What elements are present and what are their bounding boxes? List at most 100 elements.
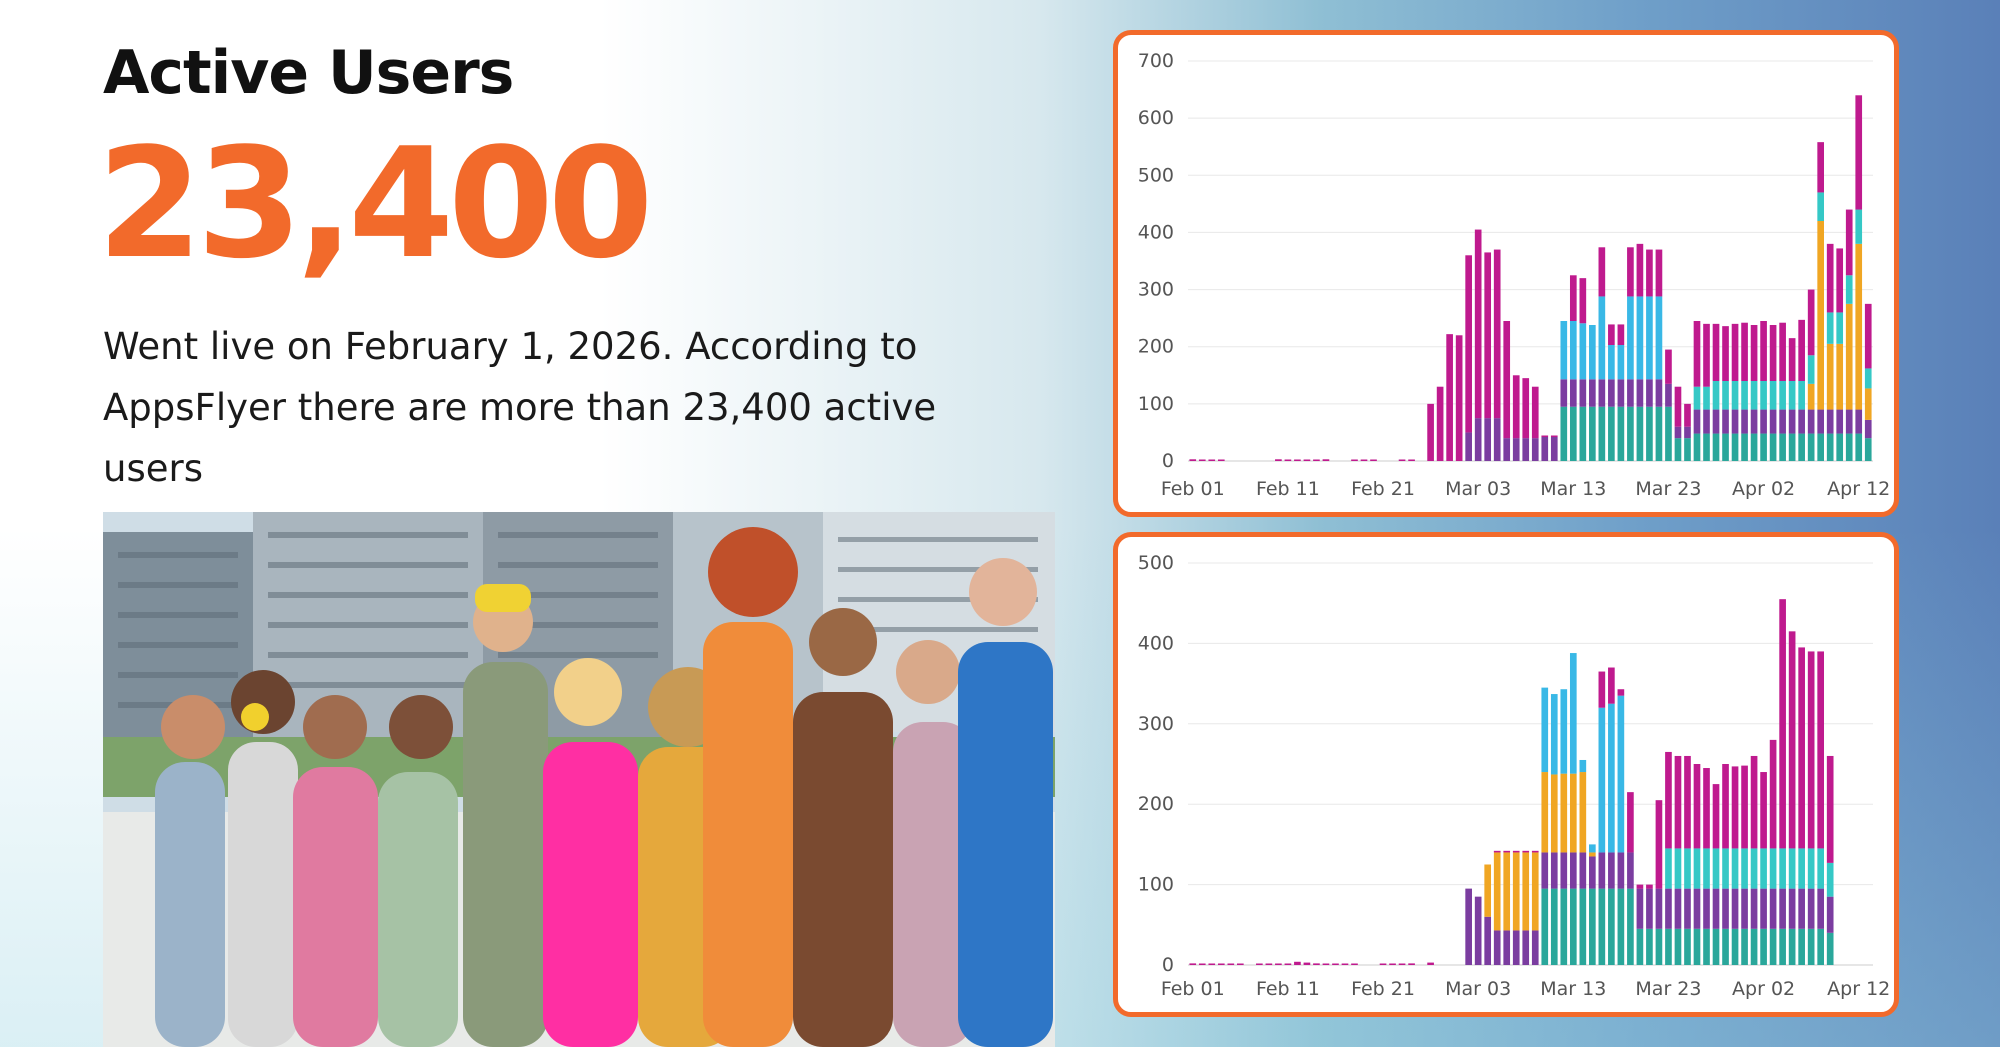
bar-segment [1560, 852, 1568, 889]
bar-segment [1826, 755, 1834, 863]
bar-segment [1826, 862, 1834, 897]
bar-segment [1627, 792, 1634, 853]
bar-segment [1741, 848, 1748, 889]
bar-segment [1427, 403, 1434, 461]
bar-segment [1807, 928, 1815, 965]
active-users-chart-top: 0 100 200 300 400 500 600 700 Feb 01 Feb 11 Feb 21… [1113, 30, 1899, 517]
bar-segment [1522, 438, 1530, 461]
y-tick-label: 300 [1138, 279, 1174, 301]
bar-segment [1836, 312, 1844, 344]
bar-segment [1741, 322, 1748, 381]
bar-segment [1684, 928, 1691, 965]
bar-segment [1760, 321, 1767, 381]
bar-segment [1617, 695, 1625, 853]
bar-segment [1836, 343, 1844, 410]
bar-segment [1646, 406, 1653, 461]
bar-segment [1341, 963, 1349, 965]
bar-segment [1788, 381, 1796, 410]
bar-segment [1465, 255, 1472, 433]
bar-segment [1817, 221, 1824, 410]
bar-segment [1817, 928, 1824, 965]
bar-segment [1674, 928, 1682, 965]
bar-segment [1655, 379, 1663, 407]
bar-segment [1550, 694, 1558, 775]
x-tick-label: Apr 12 [1827, 478, 1890, 500]
bar-segment [1617, 888, 1625, 965]
bar-segment [1284, 963, 1292, 965]
bar-segment [1836, 433, 1844, 461]
bar-segment [1217, 459, 1225, 461]
bar-segment [1760, 848, 1767, 889]
bar-segment [1589, 406, 1596, 461]
bar-segment [1608, 406, 1615, 461]
bar-segment [1731, 928, 1739, 965]
bar-segment [1617, 406, 1625, 461]
bar-segment [1655, 800, 1663, 889]
bar-segment [1807, 289, 1815, 356]
bar-segment [1817, 888, 1824, 929]
bar-segment [1550, 774, 1558, 853]
bar-segment [1598, 707, 1606, 853]
bar-segment [1189, 963, 1197, 965]
y-tick-label: 600 [1138, 107, 1174, 129]
bar-segment [1788, 433, 1796, 461]
bar-segment [1722, 409, 1729, 434]
bar-segment [1826, 312, 1834, 344]
bar-segment [1531, 386, 1539, 439]
bar-segment [1474, 896, 1482, 965]
bar-segment [1731, 409, 1739, 434]
bar-segment [1627, 406, 1634, 461]
bar-segment [1560, 379, 1568, 407]
bar-segment [1769, 739, 1777, 849]
x-tick-label: Feb 11 [1256, 978, 1320, 1000]
bar-segment [1703, 323, 1710, 387]
bar-segment [1731, 381, 1739, 410]
bar-segment [1646, 296, 1653, 380]
bar-segment [1788, 928, 1796, 965]
bar-segment [1617, 689, 1625, 696]
page-title: Active Users [103, 38, 514, 108]
bar-segment [1598, 379, 1606, 407]
bar-segment [1569, 773, 1577, 853]
bar-segment [1750, 409, 1758, 434]
bar-segment [1798, 409, 1805, 434]
bar-segment [1750, 928, 1758, 965]
bar-segment [1589, 856, 1596, 889]
bar-segment [1579, 759, 1587, 773]
bar-segment [1351, 963, 1358, 965]
y-tick-label: 200 [1138, 793, 1174, 815]
bar-segment [1512, 375, 1520, 439]
bar-segment [1598, 852, 1606, 889]
bar-segment [1845, 209, 1853, 276]
bar-segment [1845, 433, 1853, 461]
bar-segment [1541, 687, 1549, 773]
y-tick-label: 0 [1162, 954, 1174, 976]
bar-segment [1579, 852, 1587, 889]
bar-segment [1531, 930, 1539, 965]
bar-segment [1741, 928, 1748, 965]
bar-segment [1845, 303, 1853, 410]
bar-segment [1703, 386, 1710, 410]
bar-segment [1817, 192, 1824, 221]
bar-segment [1189, 459, 1197, 461]
bar-segment [1817, 651, 1824, 849]
bar-segment [1569, 888, 1577, 965]
bar-segment [1579, 888, 1587, 965]
bar-segment [1712, 928, 1720, 965]
bar-segment [1627, 247, 1634, 297]
bar-segment [1579, 379, 1587, 407]
bar-segment [1455, 335, 1463, 461]
bar-segment [1541, 852, 1549, 889]
bar-segment [1522, 378, 1530, 439]
bar-segment [1598, 247, 1606, 297]
bar-segment [1798, 381, 1805, 410]
bar-segment [1693, 409, 1701, 434]
bar-segment [1655, 296, 1663, 380]
bar-segment [1798, 848, 1805, 889]
bar-segment [1807, 383, 1815, 410]
bar-segment [1788, 338, 1796, 381]
bar-segment [1769, 433, 1777, 461]
stacked-bar-chart: 0 100 200 300 400 500 600 700 Feb 01 Feb 11 Feb 21… [1138, 50, 1891, 500]
bar-segment [1769, 325, 1777, 381]
bar-segment [1674, 888, 1682, 929]
